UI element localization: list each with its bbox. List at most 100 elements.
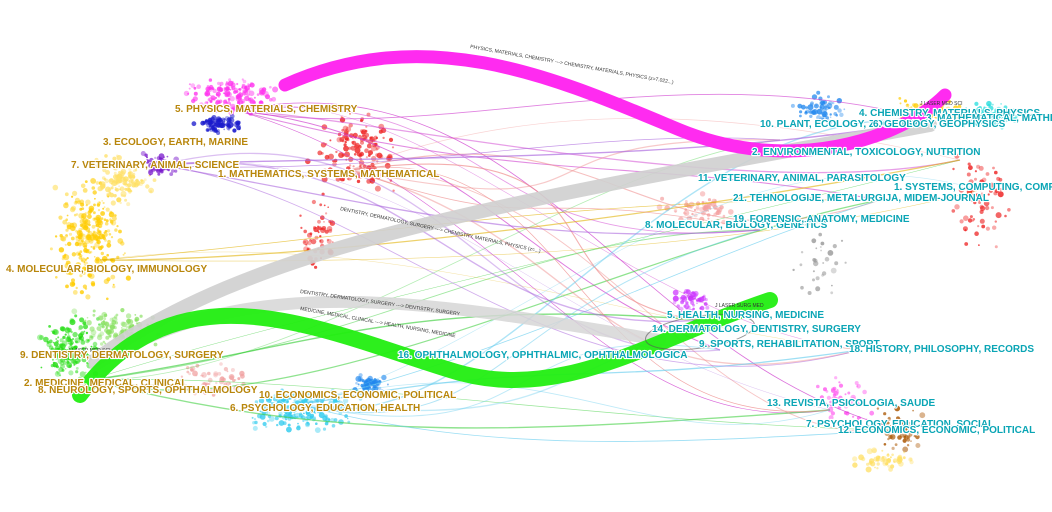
journal-dot (96, 326, 102, 331)
journal-dot (685, 289, 691, 295)
journal-dot (883, 443, 887, 446)
journal-dot (902, 446, 909, 453)
journal-dot (111, 185, 114, 188)
journal-dot (50, 364, 54, 368)
citation-curve (299, 229, 761, 414)
journal-dot (225, 81, 228, 84)
journal-dot (892, 430, 895, 434)
journal-dot (984, 113, 989, 118)
journal-dot (105, 170, 110, 175)
journal-dot (830, 267, 837, 274)
journal-dot (67, 327, 72, 333)
journal-dot (64, 243, 67, 246)
journal-dot (378, 123, 385, 130)
journal-dot (861, 456, 866, 462)
journal-dot (72, 331, 78, 338)
journal-dot (1002, 119, 1005, 122)
journal-dot (971, 182, 974, 185)
journal-dot (92, 231, 98, 237)
journal-dot (329, 139, 332, 142)
journal-dot (106, 297, 109, 301)
journal-dot (343, 143, 347, 147)
journal-dot (77, 376, 83, 381)
journal-dot (119, 201, 122, 205)
journal-dot (139, 314, 143, 318)
journal-dot (361, 379, 365, 383)
journal-dot (965, 107, 968, 109)
journal-dot (310, 238, 317, 245)
journal-dot (888, 434, 893, 440)
journal-dot (328, 228, 333, 233)
journal-dot (990, 206, 994, 210)
journal-dot (346, 175, 353, 181)
journal-dot (978, 110, 981, 113)
journal-dot (85, 331, 89, 335)
journal-dot (216, 118, 220, 122)
journal-dot (145, 159, 150, 164)
journal-dot (101, 311, 107, 318)
journal-dot (854, 381, 859, 385)
journal-dot (693, 225, 697, 229)
journal-dot (81, 213, 87, 219)
journal-dot (328, 153, 334, 160)
journal-dot (279, 414, 281, 416)
journal-dot (78, 228, 83, 232)
journal-dot (85, 199, 91, 205)
flow-medicine-to-health (72, 292, 778, 403)
journal-dot (660, 196, 665, 201)
journal-dot (171, 169, 175, 173)
citation-curve (299, 118, 931, 411)
journal-dot (107, 195, 110, 198)
journal-dot (699, 216, 705, 222)
journal-dot (48, 345, 54, 350)
journal-dot (53, 341, 59, 347)
journal-dot (99, 331, 105, 337)
journal-dot (252, 100, 256, 105)
journal-dot (978, 244, 980, 247)
journal-dot (215, 99, 221, 104)
journal-dot (153, 342, 158, 347)
citation-curve (99, 159, 961, 261)
citing-label-5: 5. PHYSICS, MATERIALS, CHEMISTRY (175, 104, 358, 115)
journal-dot (838, 381, 841, 384)
journal-dot (906, 437, 911, 442)
journal-dot (358, 174, 363, 179)
journal-dot (187, 92, 190, 95)
journal-dot (108, 211, 115, 218)
journal-dot (391, 146, 395, 149)
journal-dot (82, 321, 87, 325)
journal-dot (856, 385, 859, 387)
journal-dot (241, 83, 245, 87)
journal-dot (373, 135, 378, 140)
journal-dot (840, 239, 844, 242)
journal-dot (116, 197, 122, 203)
journal-dot (91, 347, 95, 351)
journal-dot (231, 88, 234, 91)
journal-dot (379, 154, 384, 159)
journal-dot (52, 184, 59, 191)
journal-dot (313, 410, 316, 413)
journal-dot (305, 421, 310, 427)
journal-dot (342, 179, 345, 182)
journal-dot (898, 97, 902, 100)
journal-dot (346, 138, 350, 142)
journal-dot (968, 165, 973, 171)
journal-dot (1012, 108, 1017, 113)
journal-dot (266, 419, 270, 423)
journal-dot (145, 167, 149, 170)
citing-label-4: 4. MOLECULAR, BIOLOGY, IMMUNOLOGY (6, 264, 207, 275)
journal-dot (908, 421, 911, 425)
journal-dot (359, 378, 362, 381)
journal-dot (293, 395, 298, 399)
journal-dot (731, 219, 738, 226)
journal-dot (55, 338, 58, 340)
journal-dot (974, 101, 979, 106)
journal-dot (207, 98, 211, 102)
journal-dot (877, 455, 881, 459)
journal-dot (686, 215, 693, 221)
journal-dot (375, 153, 379, 157)
journal-dot (702, 294, 706, 298)
journal-dot (354, 147, 361, 154)
journal-dot (210, 100, 213, 103)
journal-dot (96, 203, 101, 207)
